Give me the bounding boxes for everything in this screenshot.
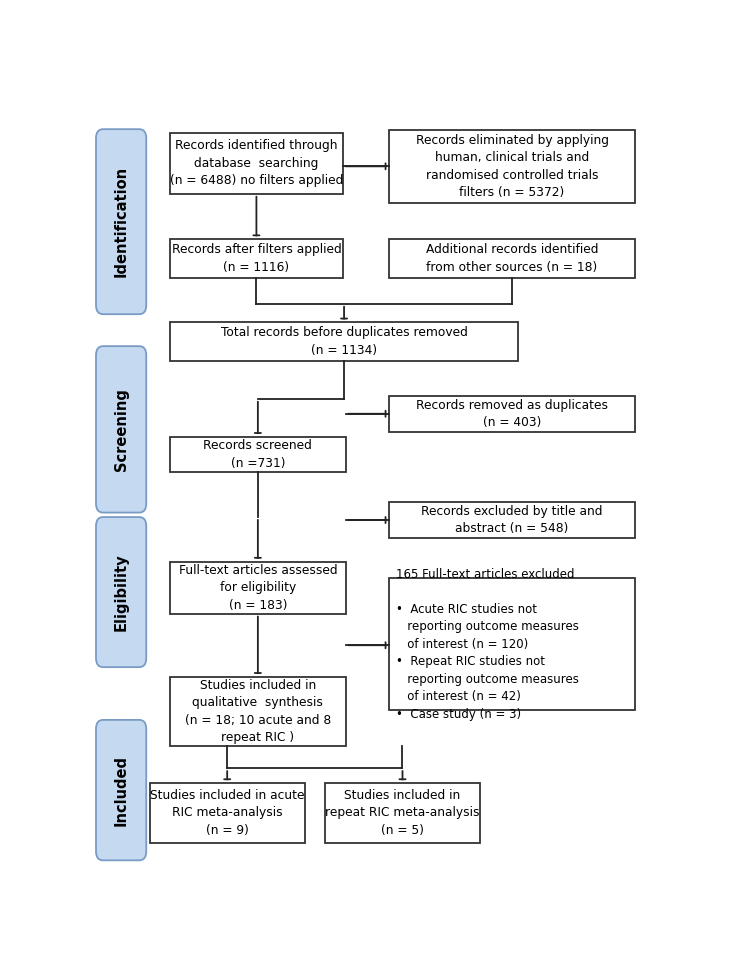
Bar xyxy=(389,396,635,431)
Text: Studies included in
qualitative  synthesis
(n = 18; 10 acute and 8
repeat RIC ): Studies included in qualitative synthesi… xyxy=(185,678,331,744)
Text: Additional records identified
from other sources (n = 18): Additional records identified from other… xyxy=(426,243,599,274)
Text: Records after filters applied
(n = 1116): Records after filters applied (n = 1116) xyxy=(171,243,342,274)
Bar xyxy=(389,502,635,538)
Text: Full-text articles assessed
for eligibility
(n = 183): Full-text articles assessed for eligibil… xyxy=(179,564,337,612)
FancyBboxPatch shape xyxy=(96,129,146,315)
Bar xyxy=(170,133,342,194)
Text: Studies included in
repeat RIC meta-analysis
(n = 5): Studies included in repeat RIC meta-anal… xyxy=(325,788,480,837)
Bar xyxy=(170,239,342,278)
Text: Screening: Screening xyxy=(114,388,129,471)
FancyBboxPatch shape xyxy=(96,346,146,512)
Bar xyxy=(389,578,635,710)
FancyBboxPatch shape xyxy=(96,517,146,667)
Bar xyxy=(389,130,635,203)
Bar xyxy=(150,783,305,842)
Bar xyxy=(170,676,345,746)
Text: Records removed as duplicates
(n = 403): Records removed as duplicates (n = 403) xyxy=(416,399,608,429)
Text: Records identified through
database  searching
(n = 6488) no filters applied: Records identified through database sear… xyxy=(170,139,343,187)
Bar xyxy=(170,562,345,614)
Text: Records eliminated by applying
human, clinical trials and
randomised controlled : Records eliminated by applying human, cl… xyxy=(415,133,608,199)
Text: 165 Full-text articles excluded

•  Acute RIC studies not
   reporting outcome m: 165 Full-text articles excluded • Acute … xyxy=(397,567,579,721)
Text: Identification: Identification xyxy=(114,166,129,277)
Text: Included: Included xyxy=(114,755,129,826)
Bar xyxy=(325,783,480,842)
FancyBboxPatch shape xyxy=(96,720,146,861)
Bar xyxy=(170,437,345,473)
Text: Records excluded by title and
abstract (n = 548): Records excluded by title and abstract (… xyxy=(421,505,602,536)
Text: Records screened
(n =731): Records screened (n =731) xyxy=(204,439,312,470)
Text: Eligibility: Eligibility xyxy=(114,553,129,631)
Bar xyxy=(170,322,518,361)
Text: Total records before duplicates removed
(n = 1134): Total records before duplicates removed … xyxy=(221,326,467,357)
Bar xyxy=(389,239,635,278)
Text: Studies included in acute
RIC meta-analysis
(n = 9): Studies included in acute RIC meta-analy… xyxy=(150,788,305,837)
